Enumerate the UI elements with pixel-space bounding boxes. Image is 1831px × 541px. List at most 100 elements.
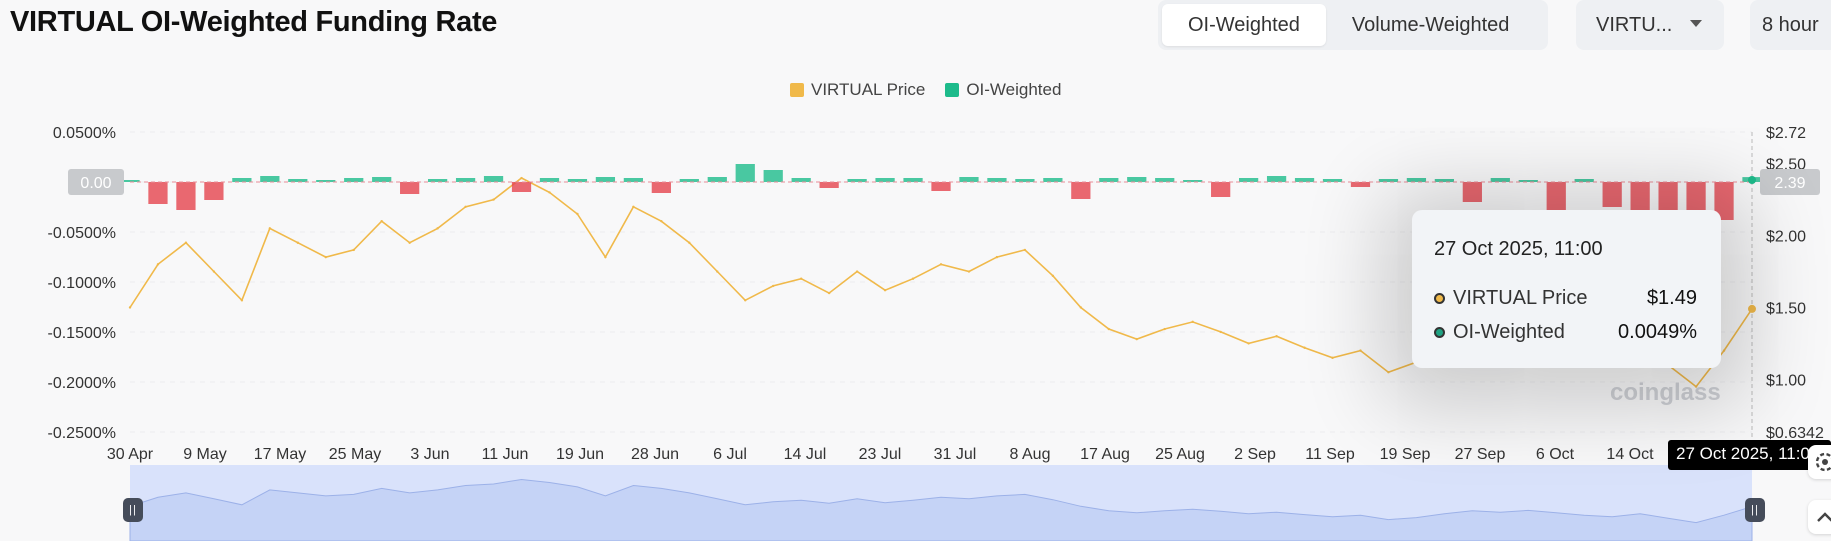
coinglass-watermark: coinglass bbox=[1610, 379, 1721, 406]
x-axis-tick: 25 Aug bbox=[1155, 446, 1205, 463]
price-point bbox=[492, 198, 495, 201]
interval-select[interactable]: 8 hour bbox=[1750, 0, 1831, 50]
oi-bar bbox=[120, 180, 140, 182]
oi-bar bbox=[232, 178, 252, 182]
oi-bar bbox=[1686, 182, 1706, 212]
legend-item-price[interactable]: VIRTUAL Price bbox=[790, 80, 925, 100]
oi-bar bbox=[1378, 179, 1399, 182]
price-point bbox=[855, 270, 859, 273]
legend-item-oi[interactable]: OI-Weighted bbox=[945, 80, 1061, 100]
navigator-left-handle[interactable]: || bbox=[123, 498, 143, 522]
oi-bar bbox=[455, 178, 476, 182]
x-axis-tick: 27 Sep bbox=[1455, 446, 1506, 463]
price-point bbox=[799, 277, 803, 280]
crosshair bbox=[1748, 132, 1756, 440]
price-point bbox=[1247, 342, 1250, 345]
price-point bbox=[1135, 337, 1138, 341]
right-axis-tick: $0.6342 bbox=[1766, 425, 1824, 442]
tooltip-value-oi: 0.0049% bbox=[1618, 320, 1697, 343]
price-point bbox=[1163, 327, 1166, 331]
price-point bbox=[772, 284, 775, 288]
price-point bbox=[1023, 248, 1027, 252]
price-point bbox=[827, 291, 831, 295]
price-point bbox=[268, 227, 272, 230]
price-point bbox=[883, 289, 887, 292]
tooltip-date: 27 Oct 2025, 11:00 bbox=[1434, 238, 1603, 260]
chart-tooltip: 27 Oct 2025, 11:00 VIRTUAL Price $1.49 O… bbox=[1412, 210, 1721, 368]
price-point bbox=[296, 241, 299, 244]
price-point bbox=[240, 299, 244, 302]
x-axis-tick: 6 Jul bbox=[713, 446, 747, 463]
chevron-down-icon bbox=[1690, 20, 1702, 27]
oi-bar bbox=[511, 182, 532, 192]
price-point bbox=[1722, 349, 1726, 352]
right-axis-tick: $1.50 bbox=[1766, 300, 1806, 317]
right-axis-tick: $2.72 bbox=[1766, 125, 1806, 142]
crosshair-y-right-badge bbox=[1760, 169, 1820, 195]
price-point bbox=[967, 270, 971, 273]
price-point bbox=[520, 176, 523, 180]
oi-bar bbox=[1238, 178, 1259, 182]
oi-bar bbox=[735, 164, 755, 182]
oi-bar bbox=[204, 182, 224, 200]
oi-bar bbox=[1490, 178, 1510, 182]
price-point bbox=[632, 205, 635, 208]
legend-label-price: VIRTUAL Price bbox=[811, 80, 926, 99]
gear-icon[interactable] bbox=[1808, 445, 1831, 479]
tooltip-row-price: VIRTUAL Price $1.49 bbox=[1434, 281, 1697, 315]
oi-bar bbox=[987, 178, 1007, 182]
oi-bar bbox=[1350, 182, 1371, 187]
watermark-text: coinglass bbox=[1610, 379, 1721, 406]
legend-swatch-price bbox=[790, 83, 804, 97]
oi-bar bbox=[791, 178, 811, 182]
oi-bar bbox=[1183, 180, 1203, 182]
left-axis-tick: -0.2500% bbox=[48, 425, 117, 442]
price-point bbox=[1219, 330, 1222, 334]
navigator-right-handle[interactable]: || bbox=[1745, 498, 1765, 522]
price-point bbox=[128, 306, 132, 309]
x-axis-tick: 9 May bbox=[183, 446, 227, 463]
left-axis-tick: -0.1500% bbox=[48, 325, 117, 342]
price-point bbox=[212, 270, 216, 273]
oi-bar bbox=[372, 177, 392, 182]
oi-bar bbox=[260, 176, 280, 182]
chevron-up-icon[interactable] bbox=[1808, 500, 1831, 534]
toggle-volume-weighted[interactable]: Volume-Weighted bbox=[1351, 13, 1510, 36]
oi-bar bbox=[427, 179, 448, 182]
toggle-oi-weighted[interactable]: OI-Weighted bbox=[1162, 4, 1326, 46]
page-title: VIRTUAL OI-Weighted Funding Rate bbox=[10, 6, 498, 38]
oi-bar bbox=[316, 180, 336, 182]
price-point bbox=[156, 263, 160, 266]
oi-bar bbox=[1043, 178, 1063, 182]
oi-bar bbox=[1434, 179, 1455, 182]
oi-bar bbox=[1630, 182, 1650, 215]
x-axis-tick: 14 Oct bbox=[1606, 446, 1654, 463]
price-point bbox=[604, 255, 607, 259]
oi-bar bbox=[1015, 179, 1035, 182]
oi-bar bbox=[1322, 179, 1343, 182]
right-axis-tick: $1.00 bbox=[1766, 372, 1806, 389]
oi-bar bbox=[623, 178, 644, 182]
oi-bar bbox=[959, 177, 979, 182]
price-point bbox=[1359, 349, 1362, 352]
price-point bbox=[324, 255, 327, 259]
price-point bbox=[1387, 370, 1390, 374]
x-axis-tick: 19 Jun bbox=[556, 446, 604, 463]
oi-bar bbox=[1294, 178, 1315, 182]
oi-bar bbox=[1546, 182, 1566, 210]
left-axis-tick: -0.1000% bbox=[48, 275, 117, 292]
price-point bbox=[1107, 327, 1110, 331]
crosshair-oi-marker bbox=[1748, 176, 1756, 184]
x-axis-tick: 30 Apr bbox=[107, 446, 154, 463]
price-point bbox=[1275, 335, 1278, 338]
oi-bar bbox=[595, 177, 616, 182]
coin-select[interactable]: VIRTU... bbox=[1576, 0, 1724, 50]
coin-select-value: VIRTU... bbox=[1596, 13, 1673, 36]
oi-bar bbox=[1071, 182, 1091, 199]
price-point bbox=[744, 299, 747, 302]
x-axis-tick: 17 Aug bbox=[1080, 446, 1130, 463]
oi-bar bbox=[567, 179, 588, 182]
price-point bbox=[1191, 320, 1194, 324]
tooltip-row-oi: OI-Weighted 0.0049% bbox=[1434, 315, 1697, 349]
